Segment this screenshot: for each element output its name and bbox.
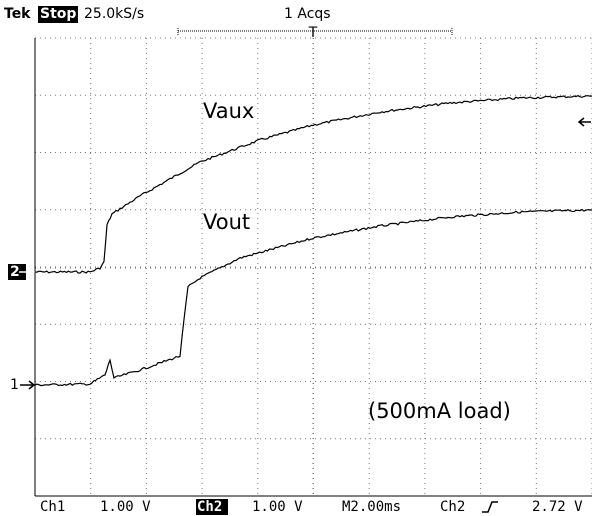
ch1-arrow — [20, 380, 36, 390]
trigger-position: T — [308, 25, 318, 41]
trace-vaux — [34, 94, 592, 274]
state: Stop: — [40, 6, 82, 22]
trace-label: Vout — [203, 210, 250, 234]
ch2-label: Ch2 — [197, 499, 222, 515]
trace-label: Vaux — [203, 99, 254, 123]
ch2-arrow — [19, 267, 36, 277]
ch2-marker: 2 — [10, 264, 20, 280]
ch1-marker: 1 — [10, 377, 19, 393]
trigger-level-arrow — [577, 117, 591, 127]
brand: Tek — [4, 6, 31, 22]
ch1-scale: 1.00 V — [100, 499, 151, 515]
record-bracket — [177, 28, 453, 35]
ch2-scale: 1.00 V — [252, 499, 303, 515]
trigger-source: Ch2 — [440, 499, 465, 515]
acquisitions: 1 Acqs — [284, 6, 331, 22]
trigger-level: 2.72 V — [532, 499, 583, 515]
trigger-slope — [482, 501, 498, 513]
trace-vout — [34, 208, 592, 387]
annotation: (500mA load) — [368, 399, 511, 423]
state-box — [38, 6, 78, 23]
ch2-marker-box — [8, 264, 26, 280]
ch2-box — [196, 499, 228, 515]
ch1-label: Ch1 — [40, 499, 65, 515]
sample-rate: 25.0kS/s — [84, 6, 144, 22]
timebase: M2.00ms — [342, 499, 401, 515]
